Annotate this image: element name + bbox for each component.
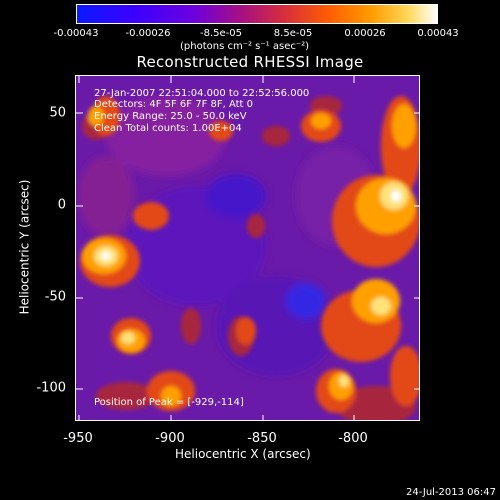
colorbar-tick-label: 0.00026 bbox=[344, 28, 386, 39]
colorbar-tick-label: 0.00043 bbox=[417, 28, 459, 39]
info-energy-range: Energy Range: 25.0 - 50.0 keV bbox=[94, 111, 247, 122]
image-map bbox=[76, 76, 419, 420]
image-title: Reconstructed RHESSI Image bbox=[136, 53, 364, 71]
info-time-range: 27-Jan-2007 22:51:04.000 to 22:52:56.000 bbox=[94, 88, 310, 99]
y-tick-label: 50 bbox=[49, 105, 66, 121]
x-tick-label: -950 bbox=[63, 431, 93, 446]
colorbar-tick-label: -0.00043 bbox=[53, 28, 99, 39]
info-detectors: Detectors: 4F 5F 6F 7F 8F, Att 0 bbox=[94, 99, 254, 110]
info-clean-counts: Clean Total counts: 1.00E+04 bbox=[94, 123, 242, 134]
y-tick-label: -100 bbox=[36, 380, 66, 396]
x-tick-label: -850 bbox=[247, 431, 277, 446]
colorbar-units: (photons cm⁻² s⁻¹ asec⁻²) bbox=[180, 41, 310, 52]
peak-position: Position of Peak = [-929,-114] bbox=[94, 397, 244, 408]
x-tick-label: -900 bbox=[155, 431, 185, 446]
x-axis-label: Heliocentric X (arcsec) bbox=[175, 447, 311, 461]
y-tick-label: 0 bbox=[57, 197, 66, 213]
y-tick-label: -50 bbox=[44, 289, 66, 305]
x-tick-label: -800 bbox=[338, 431, 368, 446]
y-axis-label: Heliocentric Y (arcsec) bbox=[17, 179, 32, 315]
rhessi-image bbox=[75, 75, 420, 421]
colorbar-tick-label: -8.5e-05 bbox=[200, 28, 242, 39]
plot-tick-marks bbox=[76, 76, 419, 420]
colorbar bbox=[76, 4, 438, 24]
colorbar-tick-label: -0.00026 bbox=[125, 28, 171, 39]
footer-timestamp: 24-Jul-2013 06:47 bbox=[405, 487, 496, 498]
colorbar-tick-label: 8.5e-05 bbox=[273, 28, 313, 39]
